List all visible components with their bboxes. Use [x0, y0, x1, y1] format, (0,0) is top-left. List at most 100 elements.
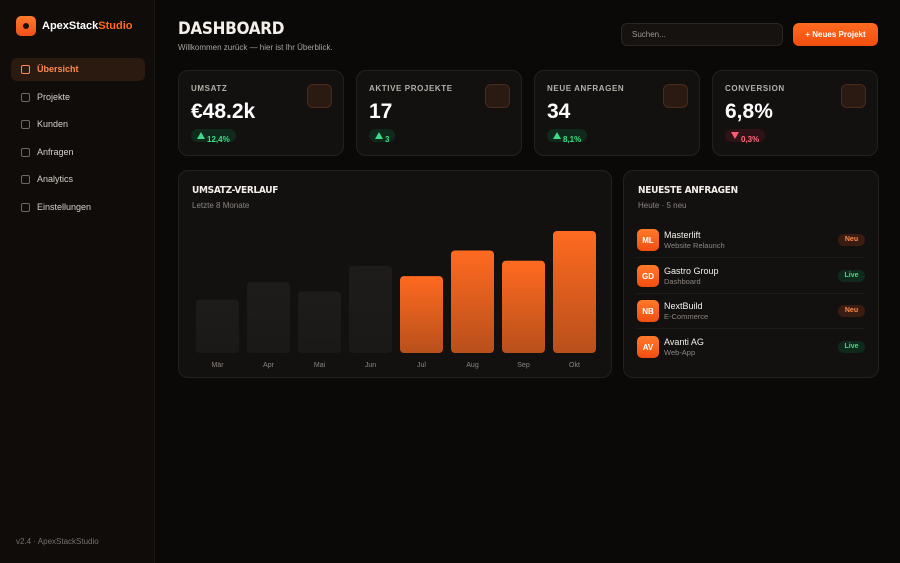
- status-label: Neu: [844, 307, 859, 314]
- kpi-label: CONVERSION: [725, 84, 785, 93]
- nav-item[interactable]: Übersicht: [11, 58, 145, 81]
- nav-item[interactable]: Anfragen: [11, 141, 145, 164]
- nav-icon: [21, 92, 30, 102]
- nav-icon: [21, 175, 30, 185]
- avatar: GD: [637, 264, 659, 287]
- nav-icon: [21, 65, 30, 74]
- kpi-change-badge: 12,4%: [191, 129, 236, 144]
- kpi-value: €48.2k: [191, 100, 256, 123]
- bar: [349, 265, 392, 353]
- kpi-icon: [663, 84, 688, 108]
- nav-item[interactable]: Projekte: [11, 86, 145, 109]
- nav-icon: [21, 147, 30, 157]
- nav-label[interactable]: Projekte: [37, 91, 71, 102]
- divider: [637, 328, 865, 329]
- request-project: Web-App: [664, 347, 696, 357]
- nav-icon: [21, 120, 30, 130]
- new-project-button[interactable]: + Neues Projekt: [793, 23, 878, 46]
- search-input[interactable]: Suchen...: [621, 23, 783, 46]
- request-row[interactable]: ML Masterlift Website Relaunch Neu: [624, 228, 878, 258]
- kpi-change-badge: 8,1%: [547, 129, 588, 144]
- request-name[interactable]: Avanti AG: [664, 336, 704, 347]
- kpi-value: 17: [369, 100, 393, 123]
- avatar-initials: AV: [642, 342, 654, 352]
- trend-arrow: [197, 132, 205, 139]
- nav-icon: [21, 203, 30, 212]
- kpi-value: 34: [547, 100, 571, 123]
- avatar: NB: [637, 300, 659, 322]
- divider: [637, 257, 865, 258]
- x-tick-label: Jul: [417, 362, 426, 369]
- request-name[interactable]: Gastro Group: [664, 265, 719, 276]
- nav-label[interactable]: Anfragen: [37, 146, 74, 157]
- x-tick-label: Okt: [569, 362, 580, 369]
- bar: [196, 299, 239, 353]
- nav-item[interactable]: Analytics: [11, 168, 145, 191]
- sidebar: ApexStackStudio Übersicht Projekte Kunden An…: [0, 0, 155, 563]
- page-subtitle: Willkommen zurück — hier ist Ihr Überbli…: [178, 43, 333, 52]
- x-tick-label: Apr: [263, 362, 275, 369]
- x-tick-label: Mär: [211, 362, 224, 369]
- chart: Mär Apr Mai Jun Jul Aug Sep Okt: [196, 231, 596, 369]
- chart-title: UMSATZ-VERLAUF: [192, 185, 279, 196]
- status-label: Live: [844, 342, 859, 350]
- request-row[interactable]: GD Gastro Group Dashboard Live: [624, 264, 878, 294]
- kpi-label: AKTIVE PROJEKTE: [369, 84, 453, 93]
- kpi-label: UMSATZ: [191, 84, 228, 93]
- kpi-icon: [307, 84, 332, 108]
- chart-card: UMSATZ-VERLAUF Letzte 8 Monate Mär Apr Mai Ju…: [178, 170, 612, 378]
- brand-accent: Studio: [98, 20, 133, 32]
- trend-arrow: [731, 132, 739, 139]
- bar: [502, 260, 545, 353]
- brand-name: ApexStackStudio: [42, 20, 133, 32]
- kpi-change: 3: [385, 135, 390, 144]
- avatar: ML: [637, 229, 659, 251]
- request-name[interactable]: Masterlift: [664, 230, 701, 240]
- nav-label[interactable]: Übersicht: [37, 64, 79, 74]
- requests-title: NEUESTE ANFRAGEN: [638, 185, 738, 196]
- bar: [298, 291, 341, 353]
- request-name[interactable]: NextBuild: [664, 301, 703, 311]
- status-label: Live: [844, 271, 859, 279]
- status-label: Neu: [844, 236, 859, 243]
- avatar-initials: NB: [642, 307, 654, 316]
- logo-icon: [16, 16, 36, 36]
- kpi-card: NEUE ANFRAGEN 34 8,1%: [534, 70, 700, 156]
- request-project: Website Relaunch: [664, 241, 725, 250]
- chart-subtitle: Letzte 8 Monate: [192, 201, 250, 210]
- trend-arrow: [375, 132, 383, 139]
- status-pill: Neu: [838, 234, 865, 246]
- request-row[interactable]: AV Avanti AG Web-App Live: [624, 335, 878, 365]
- avatar-initials: GD: [642, 271, 654, 281]
- kpi-change: 0,3%: [741, 135, 760, 144]
- logo-dot: [23, 23, 29, 29]
- status-pill: Neu: [838, 305, 865, 317]
- request-project: E-Commerce: [664, 312, 709, 321]
- nav-item[interactable]: Kunden: [11, 113, 145, 136]
- kpi-card: CONVERSION 6,8% 0,3%: [712, 70, 878, 156]
- kpi-change: 8,1%: [563, 135, 582, 144]
- avatar-initials: ML: [642, 236, 654, 245]
- x-tick-label: Sep: [517, 362, 530, 369]
- sidebar-footer: v2.4 · ApexStackStudio: [16, 537, 99, 546]
- search-placeholder: Suchen...: [632, 30, 666, 39]
- kpi-icon: [841, 84, 866, 108]
- kpi-label: NEUE ANFRAGEN: [547, 84, 625, 93]
- nav-label[interactable]: Kunden: [37, 119, 69, 130]
- kpi-value: 6,8%: [725, 100, 773, 123]
- x-tick-label: Aug: [466, 362, 479, 369]
- request-project: Dashboard: [664, 276, 701, 286]
- kpi-change: 12,4%: [207, 135, 230, 144]
- status-pill: Live: [838, 340, 865, 353]
- requests-subtitle: Heute · 5 neu: [638, 201, 687, 210]
- button-label[interactable]: + Neues Projekt: [805, 30, 866, 39]
- request-row[interactable]: NB NextBuild E-Commerce Neu: [624, 299, 878, 329]
- avatar: AV: [637, 335, 659, 358]
- nav-label[interactable]: Analytics: [37, 174, 74, 185]
- bar: [553, 231, 596, 353]
- x-tick-label: Mai: [314, 362, 326, 369]
- nav-label[interactable]: Einstellungen: [37, 202, 92, 212]
- kpi-icon: [485, 84, 510, 108]
- nav-item[interactable]: Einstellungen: [11, 196, 145, 219]
